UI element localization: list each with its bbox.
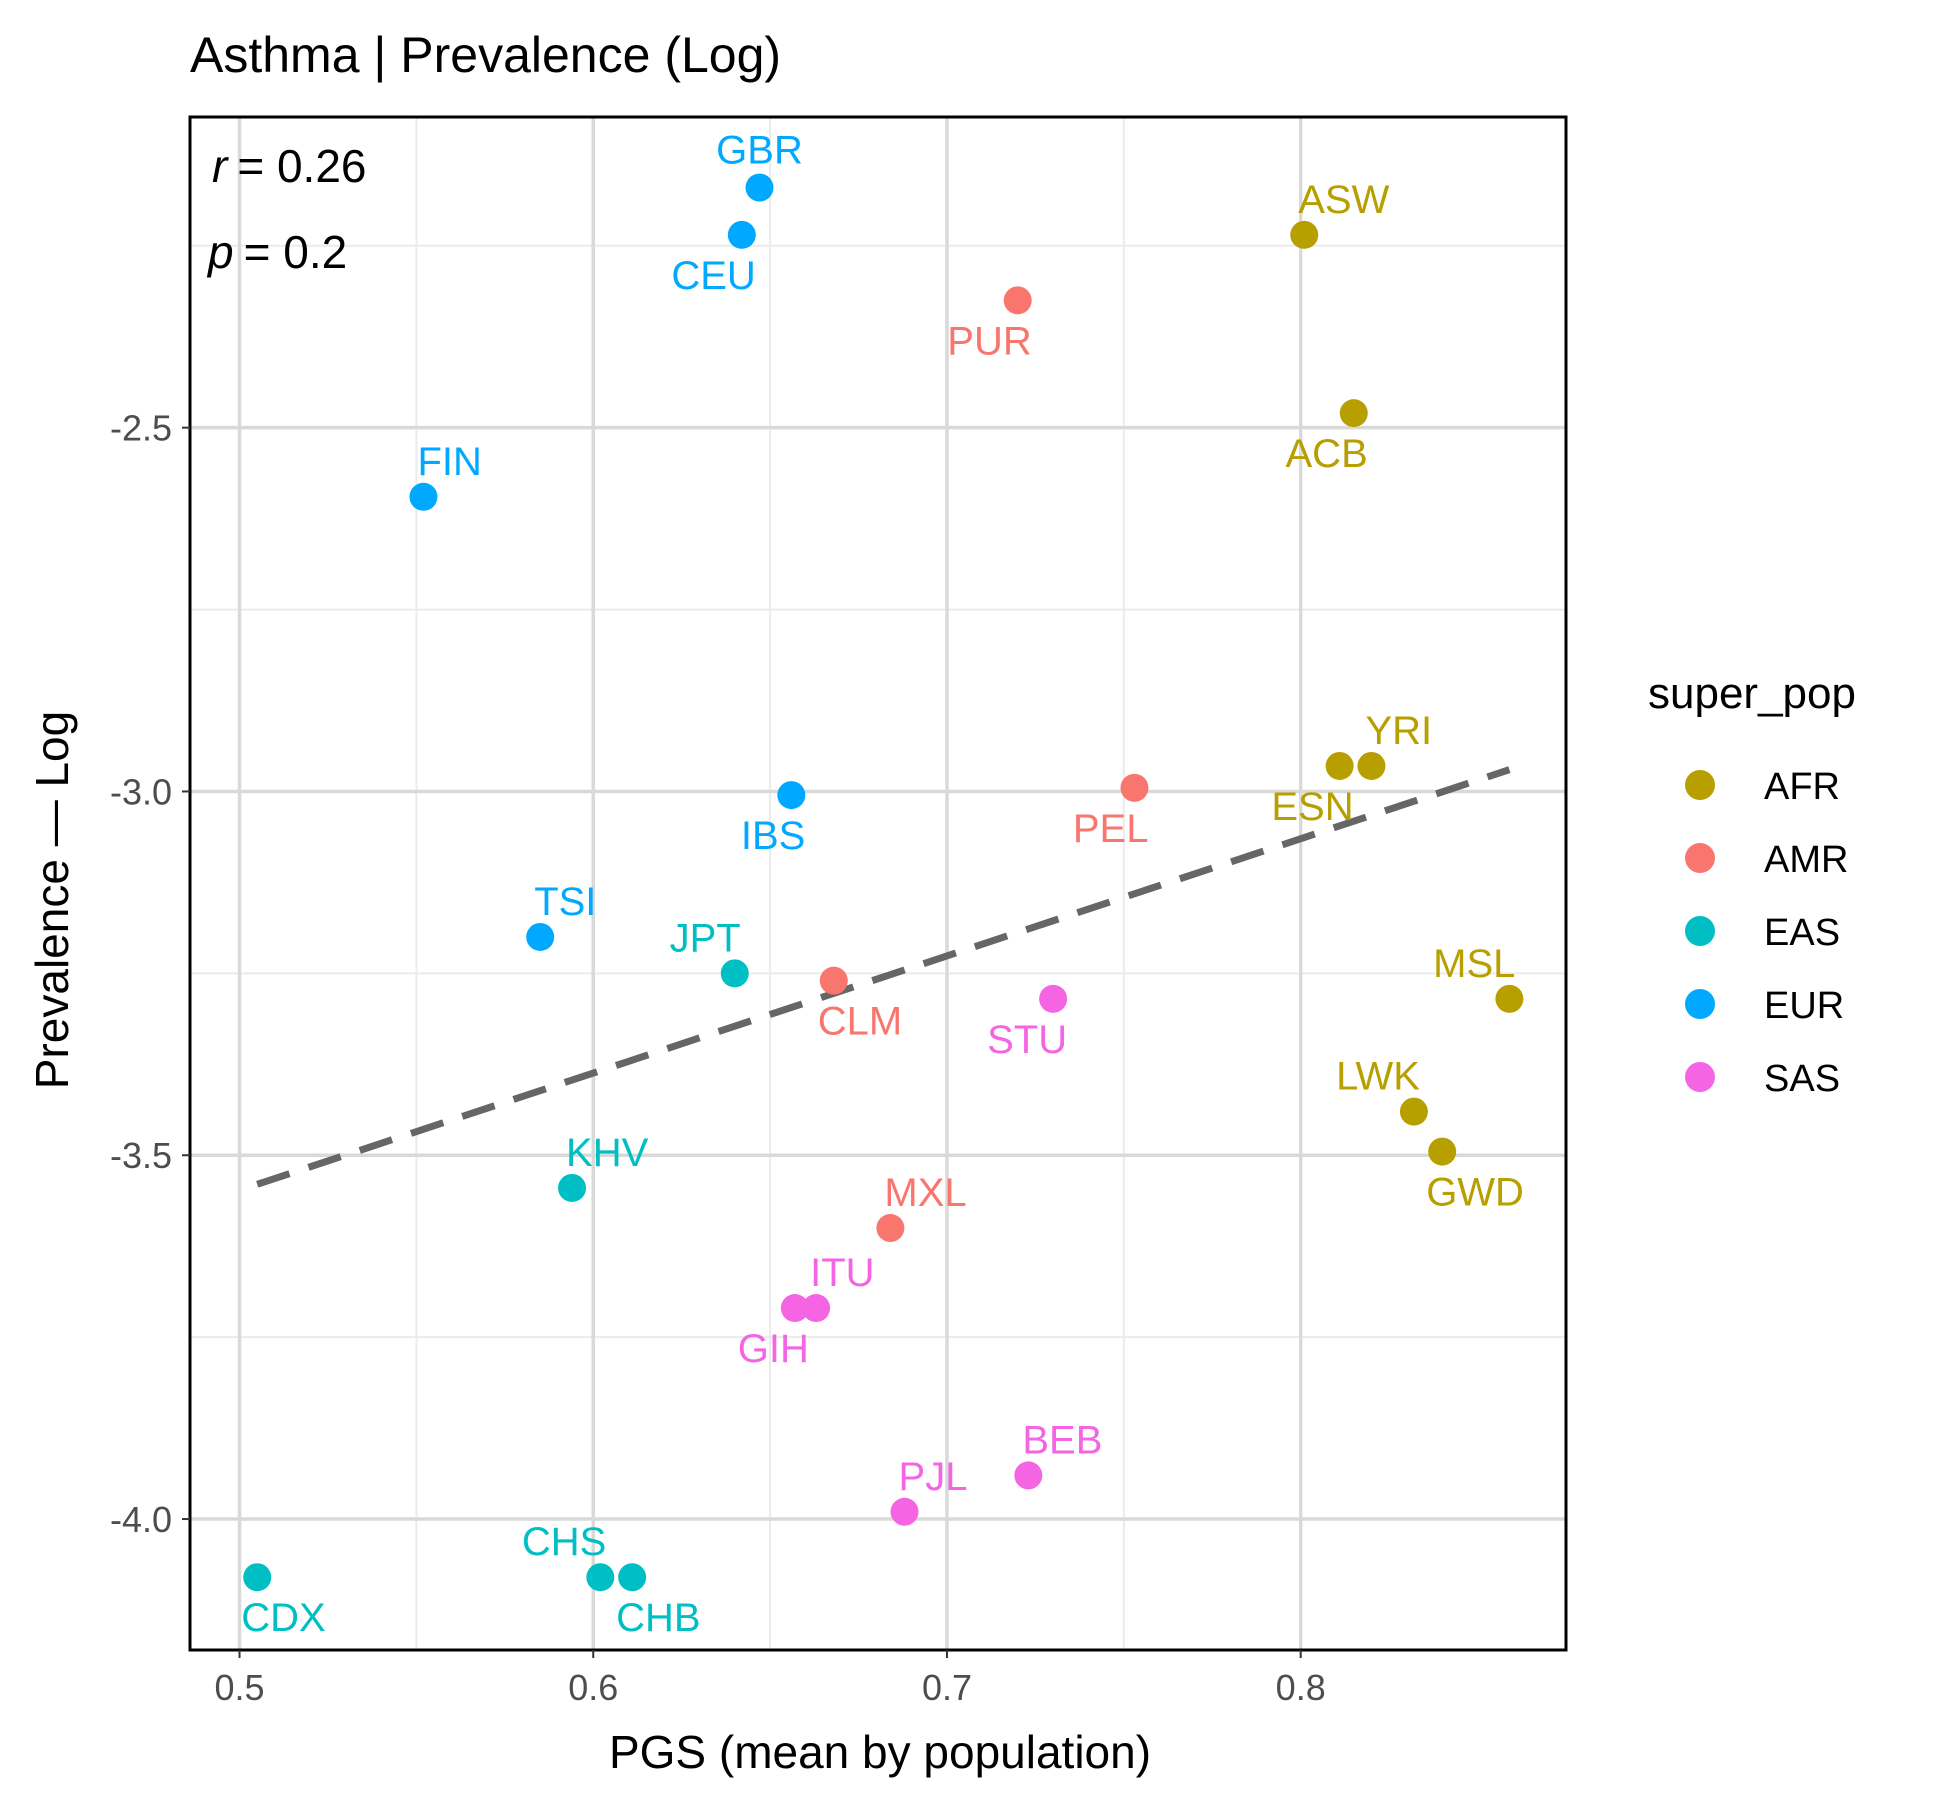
x-tick-label: 0.5	[214, 1667, 264, 1708]
r-annotation: r = 0.26	[212, 140, 367, 192]
point-label: MXL	[884, 1171, 966, 1215]
point-label: ACB	[1286, 432, 1368, 476]
plot-panel-border	[188, 115, 1568, 1652]
point-label: CEU	[671, 254, 755, 298]
legend-title: super_pop	[1648, 669, 1856, 718]
data-point	[780, 1294, 809, 1323]
p-annotation: p = 0.2	[206, 226, 347, 278]
data-point	[890, 1497, 919, 1526]
y-axis-ticks: -4.0 -3.5 -3.0 -2.5	[110, 408, 190, 1540]
data-point	[1039, 984, 1068, 1013]
y-tick-label: -2.5	[110, 408, 172, 449]
data-point	[1357, 751, 1386, 780]
x-tick-label: 0.7	[922, 1667, 972, 1708]
point-label: IBS	[741, 814, 805, 858]
data-point	[1003, 286, 1032, 315]
point-label: ASW	[1298, 178, 1389, 222]
data-point	[1120, 773, 1149, 802]
data-point	[558, 1173, 587, 1202]
point-label: CLM	[818, 1000, 902, 1044]
legend-key	[1685, 916, 1715, 946]
data-point	[1325, 751, 1354, 780]
point-labels: GBR CEU FIN IBS TSI PUR PEL CLM MXL ASW ACB YRI ESN M…	[241, 129, 1524, 1641]
trend-line	[256, 766, 1511, 1188]
legend-key	[1685, 843, 1715, 873]
point-label: TSI	[534, 880, 596, 924]
correlation-annotation: r = 0.26 p = 0.2	[206, 140, 367, 278]
p-value: = 0.2	[244, 226, 348, 278]
data-point	[720, 959, 749, 988]
point-label: YRI	[1365, 709, 1432, 753]
data-point	[802, 1294, 831, 1323]
x-tick-label: 0.8	[1276, 1667, 1326, 1708]
trend-line-layer	[256, 766, 1511, 1188]
y-tick-label: -3.5	[110, 1135, 172, 1176]
data-point	[727, 220, 756, 249]
point-label: GIH	[738, 1327, 809, 1371]
data-point	[1339, 399, 1368, 428]
data-point	[777, 781, 806, 810]
point-label: GBR	[716, 129, 803, 173]
legend-label: EAS	[1764, 912, 1840, 954]
data-point	[526, 922, 555, 951]
data-point	[876, 1214, 905, 1243]
legend-label: SAS	[1764, 1058, 1840, 1100]
x-tick-label: 0.6	[568, 1667, 618, 1708]
point-label: ITU	[810, 1251, 874, 1295]
point-label: BEB	[1022, 1418, 1102, 1462]
point-label: PUR	[947, 319, 1031, 363]
chart-title: Asthma | Prevalence (Log)	[190, 27, 781, 83]
data-point	[243, 1563, 272, 1592]
point-label: STU	[987, 1018, 1067, 1062]
x-axis-label: PGS (mean by population)	[609, 1726, 1151, 1778]
data-point	[1014, 1461, 1043, 1490]
point-label: JPT	[670, 916, 741, 960]
point-label: KHV	[566, 1131, 649, 1175]
legend: AFR AMR EAS EUR SAS	[1685, 766, 1848, 1100]
data-point	[1495, 984, 1524, 1013]
data-point	[819, 966, 848, 995]
legend-label: AMR	[1764, 839, 1848, 881]
grid	[190, 117, 1566, 1650]
legend-label: EUR	[1764, 985, 1844, 1027]
point-label: CHS	[522, 1520, 606, 1564]
point-label: MSL	[1433, 942, 1515, 986]
data-point	[1399, 1097, 1428, 1126]
data-point	[1428, 1137, 1457, 1166]
data-point	[586, 1563, 615, 1592]
data-point	[618, 1563, 647, 1592]
data-point	[409, 482, 438, 511]
r-value: = 0.26	[237, 140, 366, 192]
p-symbol: p	[206, 226, 234, 278]
legend-label: AFR	[1764, 766, 1840, 808]
data-point	[1290, 220, 1319, 249]
point-label: LWK	[1336, 1055, 1420, 1099]
point-label: CHB	[616, 1596, 700, 1640]
y-tick-label: -4.0	[110, 1499, 172, 1540]
point-label: PJL	[899, 1455, 968, 1499]
data-point	[745, 173, 774, 202]
x-axis-ticks: 0.5 0.6 0.7 0.8	[214, 1650, 1326, 1708]
point-label: FIN	[417, 440, 481, 484]
legend-key	[1685, 770, 1715, 800]
y-tick-label: -3.0	[110, 771, 172, 812]
point-label: GWD	[1426, 1171, 1524, 1215]
legend-key	[1685, 1062, 1715, 1092]
r-symbol: r	[212, 140, 229, 192]
y-axis-label: Prevalence — Log	[26, 711, 78, 1089]
data-points	[243, 173, 1524, 1592]
point-label: CDX	[241, 1596, 325, 1640]
point-label: PEL	[1073, 807, 1149, 851]
point-label: ESN	[1271, 785, 1353, 829]
legend-key	[1685, 989, 1715, 1019]
